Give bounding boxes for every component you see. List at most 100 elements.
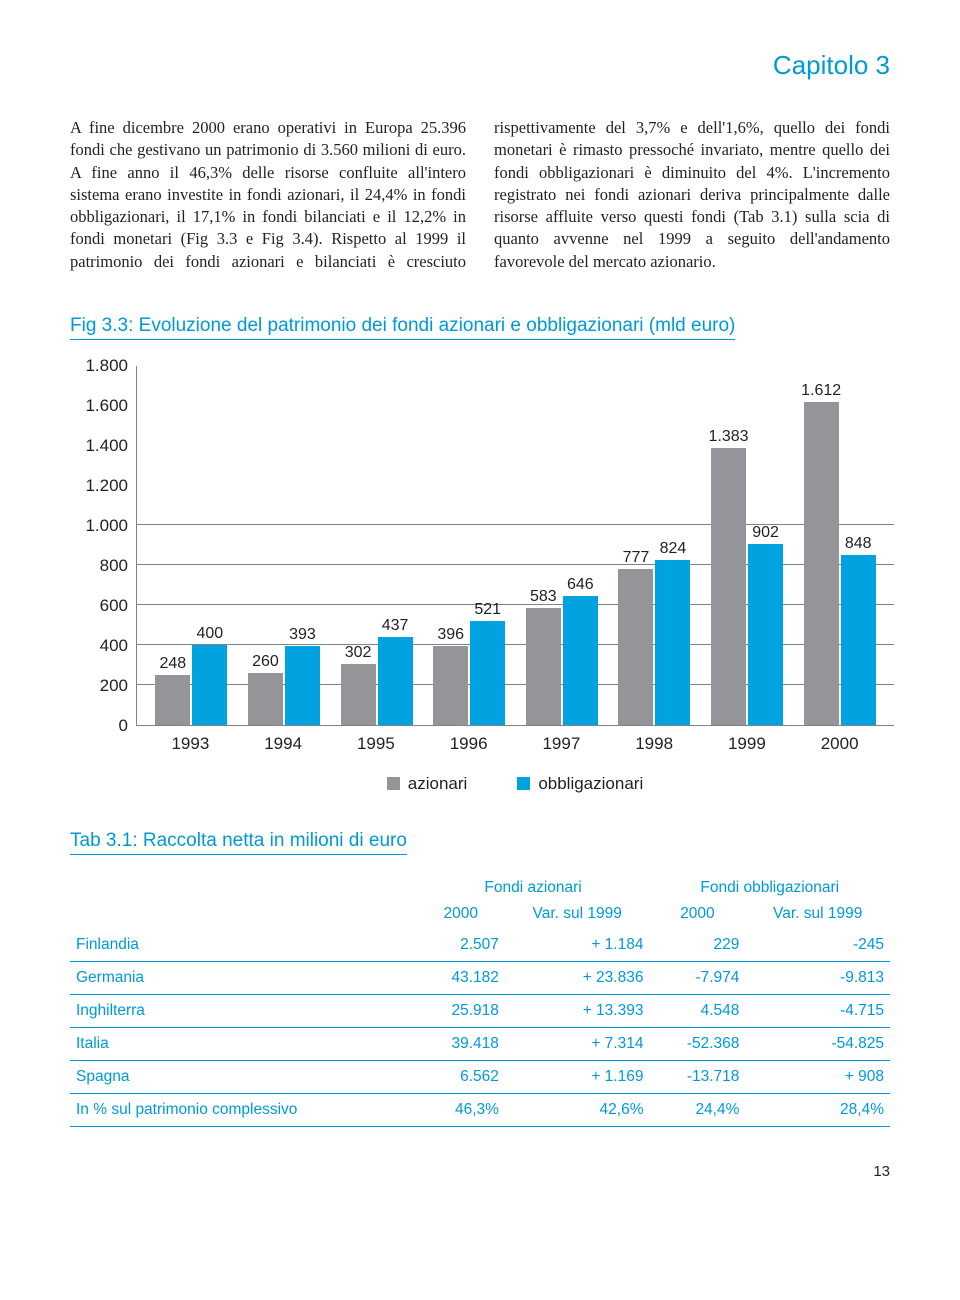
table-cell: -4.715 (745, 994, 890, 1027)
table-cell: + 13.393 (505, 994, 650, 1027)
bar-value-label: 902 (752, 524, 779, 542)
bar-obbligazionari: 400 (192, 645, 227, 725)
table-cell: 229 (649, 929, 745, 962)
y-tick-label: 1.200 (85, 476, 128, 496)
y-axis: 02004006008001.0001.2001.4001.6001.800 (74, 366, 136, 726)
table-sub-head: 2000 (417, 899, 505, 929)
bar-value-label: 646 (567, 576, 594, 594)
legend-item: obbligazionari (517, 774, 643, 794)
y-tick-label: 600 (100, 596, 128, 616)
bar-azionari: 777 (618, 569, 653, 724)
bar-azionari: 1.383 (711, 448, 746, 725)
bar-value-label: 393 (289, 626, 316, 644)
bar-obbligazionari: 646 (563, 596, 598, 725)
row-label: Spagna (70, 1060, 417, 1093)
table-cell: 43.182 (417, 961, 505, 994)
body-text: A fine dicembre 2000 erano operativi in … (70, 117, 890, 273)
y-tick-label: 1.800 (85, 356, 128, 376)
bar-obbligazionari: 848 (841, 555, 876, 725)
table-title: Tab 3.1: Raccolta netta in milioni di eu… (70, 830, 407, 855)
bar-value-label: 400 (196, 625, 223, 643)
figure-title: Fig 3.3: Evoluzione del patrimonio dei f… (70, 315, 735, 340)
x-tick-label: 1995 (340, 734, 412, 754)
bar-value-label: 396 (437, 626, 464, 644)
table-cell: -52.368 (649, 1027, 745, 1060)
bar-group: 260393 (248, 646, 320, 725)
row-label: Inghilterra (70, 994, 417, 1027)
table-cell: -245 (745, 929, 890, 962)
bar-group: 302437 (341, 637, 413, 724)
bar-value-label: 302 (345, 644, 372, 662)
y-tick-label: 1.600 (85, 396, 128, 416)
table-cell: 4.548 (649, 994, 745, 1027)
x-tick-label: 1997 (525, 734, 597, 754)
bar-obbligazionari: 393 (285, 646, 320, 725)
y-tick-label: 1.400 (85, 436, 128, 456)
bar-obbligazionari: 902 (748, 544, 783, 724)
table-cell: 39.418 (417, 1027, 505, 1060)
table-cell: 28,4% (745, 1093, 890, 1126)
bar-azionari: 260 (248, 673, 283, 725)
table-cell: 6.562 (417, 1060, 505, 1093)
bar-obbligazionari: 437 (378, 637, 413, 724)
table-row: Germania43.182+ 23.836-7.974-9.813 (70, 961, 890, 994)
table-cell: + 1.184 (505, 929, 650, 962)
y-tick-label: 400 (100, 636, 128, 656)
y-tick-label: 800 (100, 556, 128, 576)
table-cell: -9.813 (745, 961, 890, 994)
chart-legend: azionari obbligazionari (136, 774, 894, 794)
bar-azionari: 583 (526, 608, 561, 725)
table-cell: 24,4% (649, 1093, 745, 1126)
bar-value-label: 848 (845, 535, 872, 553)
legend-label: azionari (408, 774, 468, 794)
table-group-head: Fondi azionari (417, 873, 650, 899)
row-label: Germania (70, 961, 417, 994)
x-tick-label: 1998 (618, 734, 690, 754)
table-cell: 2.507 (417, 929, 505, 962)
bar-group: 583646 (526, 596, 598, 725)
y-tick-label: 0 (119, 716, 128, 736)
bar-azionari: 248 (155, 675, 190, 725)
table-row: Italia39.418+ 7.314-52.368-54.825 (70, 1027, 890, 1060)
bar-value-label: 1.383 (709, 428, 749, 446)
table-cell: -13.718 (649, 1060, 745, 1093)
table-cell: + 908 (745, 1060, 890, 1093)
table-cell: 42,6% (505, 1093, 650, 1126)
x-axis: 19931994199519961997199819992000 (136, 726, 894, 754)
bar-azionari: 1.612 (804, 402, 839, 724)
table-cell: 25.918 (417, 994, 505, 1027)
y-tick-label: 1.000 (85, 516, 128, 536)
row-label: In % sul patrimonio complessivo (70, 1093, 417, 1126)
table-sub-head: 2000 (649, 899, 745, 929)
bar-value-label: 583 (530, 588, 557, 606)
bar-obbligazionari: 521 (470, 621, 505, 725)
bar-obbligazionari: 824 (655, 560, 690, 725)
bar-group: 1.383902 (711, 448, 783, 725)
table-cell: + 1.169 (505, 1060, 650, 1093)
bar-group: 248400 (155, 645, 227, 725)
table-cell: -54.825 (745, 1027, 890, 1060)
x-tick-label: 1999 (711, 734, 783, 754)
bar-chart: 02004006008001.0001.2001.4001.6001.800 2… (74, 366, 894, 794)
table-row: Spagna6.562+ 1.169-13.718+ 908 (70, 1060, 890, 1093)
bar-value-label: 248 (159, 655, 186, 673)
legend-swatch (517, 777, 530, 790)
table-row: Inghilterra25.918+ 13.3934.548-4.715 (70, 994, 890, 1027)
bar-value-label: 824 (660, 540, 687, 558)
bar-group: 777824 (618, 560, 690, 725)
table-sub-head: Var. sul 1999 (745, 899, 890, 929)
table-group-head: Fondi obbligazionari (649, 873, 890, 899)
plot-area: 2484002603933024373965215836467778241.38… (136, 366, 894, 726)
bar-value-label: 260 (252, 653, 279, 671)
bar-azionari: 396 (433, 646, 468, 725)
bar-azionari: 302 (341, 664, 376, 724)
table-cell: + 23.836 (505, 961, 650, 994)
table-sub-head: Var. sul 1999 (505, 899, 650, 929)
x-tick-label: 1993 (154, 734, 226, 754)
bar-value-label: 777 (623, 549, 650, 567)
table-cell: 46,3% (417, 1093, 505, 1126)
chapter-title: Capitolo 3 (70, 50, 890, 81)
bar-value-label: 437 (382, 617, 409, 635)
y-tick-label: 200 (100, 676, 128, 696)
table-row: Finlandia2.507+ 1.184229-245 (70, 929, 890, 962)
